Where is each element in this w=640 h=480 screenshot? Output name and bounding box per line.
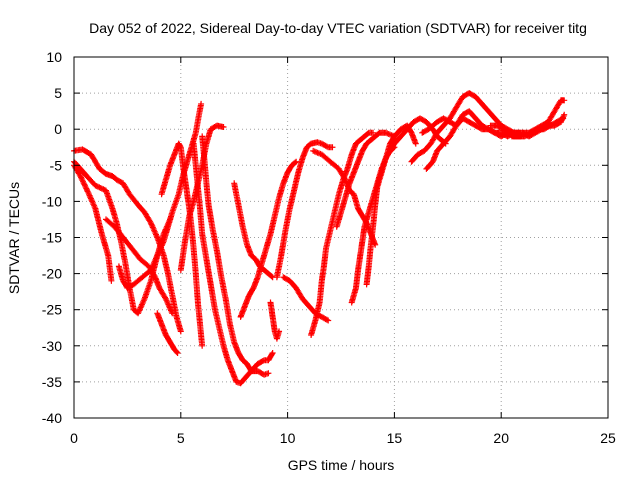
y-axis-label: SDTVAR / TECUs [6,182,22,294]
data-point-markers [267,299,283,342]
data-point-markers [387,115,449,154]
y-tick-label: 0 [54,121,62,137]
series-arc-22 [408,90,518,165]
y-tick-label: -15 [42,230,62,246]
series-arc-14 [273,139,336,281]
x-tick-label: 10 [280,430,296,446]
y-tick-label: -40 [42,410,62,426]
x-tick-label: 15 [387,430,403,446]
data-point-markers [154,310,181,357]
chart-title: Day 052 of 2022, Sidereal Day-to-day VTE… [89,20,587,36]
series-arc-6 [154,310,181,357]
data-point-markers [231,180,276,281]
grid-layer [74,57,608,418]
series-arc-18 [333,129,398,230]
points-layer [71,90,568,387]
series-arc-21 [387,115,449,154]
series-arc-5 [115,100,205,291]
series-arc-10 [199,133,272,378]
y-tick-label: -5 [50,157,63,173]
data-point-markers [199,133,272,378]
y-tick-label: 5 [54,85,62,101]
data-point-markers [408,90,518,165]
series-arc-27 [519,111,568,140]
data-point-markers [308,129,377,338]
series-arc-7 [158,140,206,349]
x-tick-label: 25 [600,430,616,446]
x-axis-label: GPS time / hours [288,457,395,473]
y-tick-label: -20 [42,266,62,282]
data-point-markers [519,111,568,140]
data-point-markers [158,140,206,349]
data-point-markers [237,158,300,320]
y-tick-label: -25 [42,302,62,318]
x-tick-label: 20 [493,430,509,446]
series-arc-11 [231,180,276,281]
x-tick-label: 0 [70,430,78,446]
axes-layer: 0 5 10 15 20 25 10 5 0 -5 -10 -15 -20 -25 -30 -35 -40 [42,49,616,446]
series-arc-16 [308,129,377,338]
y-tick-label: -10 [42,193,62,209]
data-point-markers [273,139,336,281]
x-tick-label: 5 [177,430,185,446]
y-tick-label: -30 [42,338,62,354]
y-tick-label: 10 [46,49,62,65]
y-tick-label: -35 [42,374,62,390]
data-point-markers [115,100,205,291]
data-point-markers [333,129,398,230]
series-arc-13 [267,299,283,342]
series-arc-12 [237,158,300,320]
